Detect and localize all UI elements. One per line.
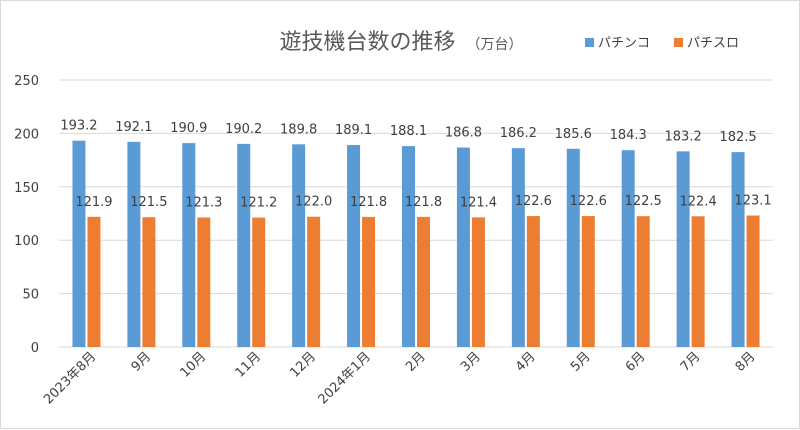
y-tick-label: 0 [31, 341, 39, 356]
bar-pachinko [127, 141, 141, 347]
chart-title: 遊技機台数の推移 [279, 30, 455, 55]
x-tick-label: 7月 [678, 349, 704, 375]
y-tick-label: 50 [22, 288, 39, 303]
legend: パチンコ パチスロ [585, 36, 739, 51]
bar-pachislot [307, 216, 321, 347]
bar-pachislot [691, 216, 705, 347]
chart-subtitle: （万台） [467, 37, 523, 53]
x-tick-label: 5月 [568, 349, 594, 375]
y-tick-label: 250 [14, 74, 39, 89]
data-label-pachislot: 122.4 [680, 194, 717, 209]
data-label-pachislot: 121.8 [350, 195, 387, 210]
bar-pachislot [581, 216, 595, 347]
data-label-pachislot: 123.1 [734, 194, 771, 209]
data-label-pachinko: 193.2 [60, 119, 97, 134]
bar-pachislot [636, 216, 650, 347]
data-label-pachinko: 186.8 [445, 125, 482, 140]
bar-pachislot [526, 216, 540, 347]
x-tick-label: 3月 [458, 349, 484, 375]
data-label-pachislot: 122.5 [625, 194, 662, 209]
gridlines [59, 79, 773, 348]
bar-pachinko [182, 143, 196, 347]
bar-pachinko [347, 145, 361, 347]
data-label-pachinko: 190.2 [225, 122, 262, 137]
data-label-pachinko: 189.1 [335, 123, 372, 138]
data-label-pachinko: 192.1 [115, 120, 152, 135]
x-tick-label: 4月 [513, 349, 539, 375]
data-label-pachislot: 122.6 [515, 194, 552, 209]
bar-pachislot [417, 216, 430, 347]
x-tick-label: 2024年1月 [316, 349, 374, 407]
bar-pachinko [621, 150, 635, 347]
bar-pachinko [676, 151, 690, 347]
data-label-pachinko: 185.6 [555, 127, 592, 142]
data-label-pachinko: 190.9 [170, 121, 207, 136]
bar-pachinko [292, 144, 306, 347]
data-label-pachinko: 189.8 [280, 122, 317, 137]
bar-pachislot [197, 217, 211, 347]
data-labels: 193.2 121.9 192.1 121.5 190.9 121.3 190.2 121.2… [60, 119, 771, 211]
data-label-pachislot: 121.5 [130, 195, 167, 210]
data-label-pachislot: 122.0 [295, 195, 332, 210]
data-label-pachinko: 184.3 [610, 128, 647, 143]
legend-label-pachislot: パチスロ [687, 36, 739, 51]
bar-pachislot [746, 215, 760, 347]
legend-label-pachinko: パチンコ [598, 36, 650, 51]
y-tick-label: 200 [14, 127, 39, 142]
data-label-pachinko: 183.2 [665, 129, 702, 144]
y-tick-label: 100 [14, 234, 39, 249]
x-tick-label: 2023年8月 [41, 349, 99, 407]
x-tick-label: 6月 [623, 349, 649, 375]
chart-title-group: 遊技機台数の推移 （万台） [279, 30, 522, 55]
bar-pachislot [362, 216, 376, 347]
bar-pachislot [252, 217, 266, 347]
data-label-pachislot: 121.2 [240, 196, 277, 211]
bar-pachinko [566, 148, 580, 347]
x-tick-label: 9月 [129, 349, 155, 375]
x-tick-label: 11月 [233, 349, 264, 380]
y-tick-label: 150 [14, 181, 39, 196]
bar-pachinko [237, 143, 251, 347]
data-label-pachislot: 121.9 [75, 195, 112, 210]
data-label-pachinko: 182.5 [719, 130, 756, 145]
bar-pachinko [72, 140, 86, 347]
bar-pachislot [87, 216, 101, 347]
bar-pachinko [456, 147, 470, 347]
data-label-pachislot: 121.4 [460, 195, 497, 210]
bar-pachinko [731, 152, 745, 347]
legend-swatch-pachinko [585, 38, 594, 47]
bar-pachislot [471, 217, 485, 347]
x-tick-label: 12月 [287, 349, 318, 380]
data-label-pachislot: 121.3 [185, 195, 222, 210]
bars [72, 140, 760, 347]
data-label-pachinko: 188.1 [390, 124, 427, 139]
bar-pachislot [142, 217, 156, 347]
bar-pachinko [511, 148, 525, 347]
legend-swatch-pachislot [674, 38, 683, 47]
x-tick-label: 8月 [733, 349, 759, 375]
bar-pachinko [402, 146, 415, 347]
y-axis-ticks: 0 50 100 150 200 250 [14, 74, 39, 356]
data-label-pachislot: 122.6 [570, 194, 607, 209]
x-tick-label: 10月 [178, 349, 209, 380]
x-tick-label: 2月 [403, 349, 429, 375]
data-label-pachislot: 121.8 [405, 195, 442, 210]
data-label-pachinko: 186.2 [500, 126, 537, 141]
